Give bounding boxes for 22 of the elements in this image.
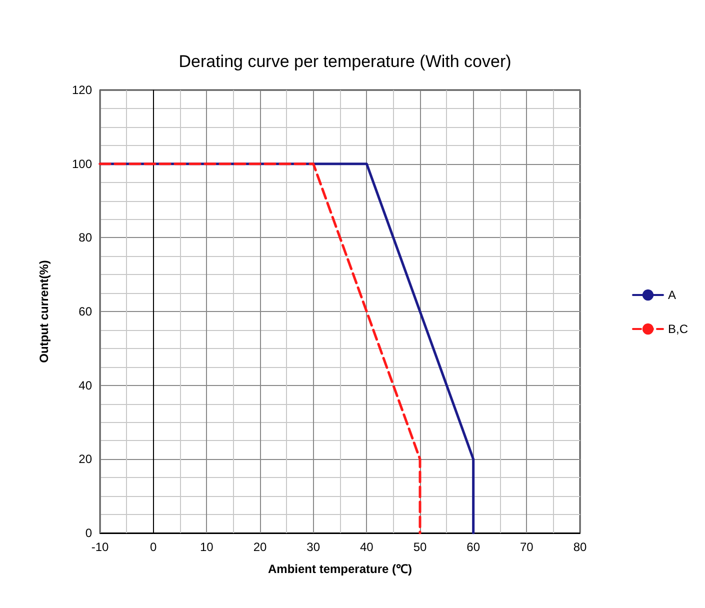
x-tick-label: 80	[573, 540, 587, 554]
y-tick-label: 100	[72, 156, 92, 171]
y-tick-label: 20	[78, 452, 92, 466]
y-tick-label: 40	[78, 378, 92, 392]
y-tick-label: 60	[78, 304, 92, 318]
x-tick-label: 40	[360, 540, 374, 554]
legend-label: B,C	[668, 322, 688, 336]
x-tick-label: 30	[306, 540, 320, 554]
x-tick-label: 60	[466, 540, 480, 554]
x-tick-label: 50	[413, 540, 427, 554]
x-tick-label: 0	[150, 540, 157, 554]
legend-label: A	[668, 288, 676, 302]
y-tick-label: 0	[85, 526, 92, 540]
x-tick-label: -10	[91, 540, 109, 554]
chart-title: Derating curve per temperature (With cover)	[178, 52, 512, 71]
y-tick-label: 120	[72, 83, 92, 97]
y-tick-label: 80	[78, 230, 92, 245]
x-axis-title: Ambient temperature (℃)	[268, 562, 412, 576]
y-axis-title: Output current(%)	[37, 260, 51, 363]
x-tick-label: 20	[253, 540, 267, 554]
x-tick-label: 10	[200, 540, 214, 554]
x-tick-label: 70	[520, 540, 534, 554]
